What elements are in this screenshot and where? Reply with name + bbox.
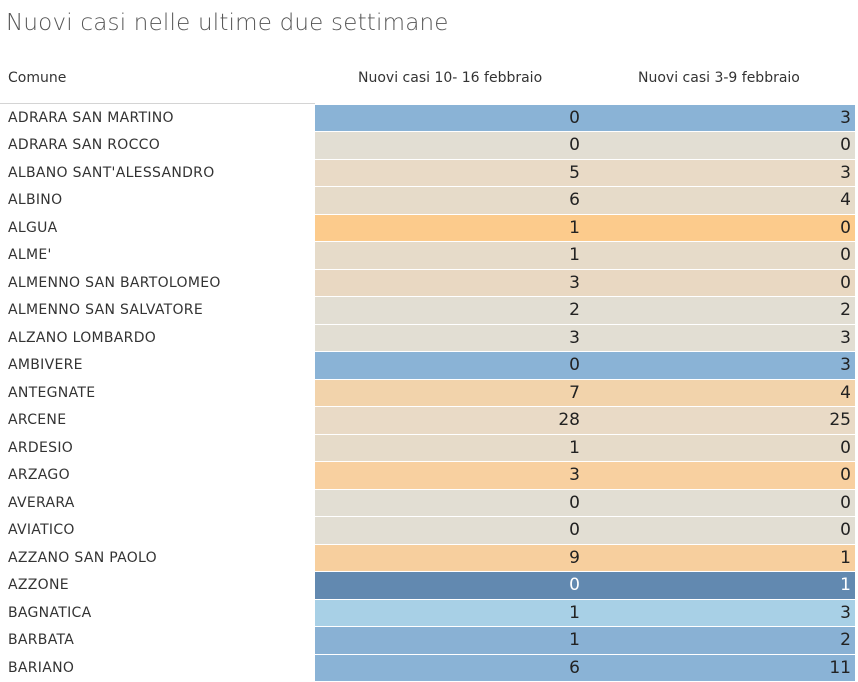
comune-name: ADRARA SAN ROCCO: [8, 132, 160, 160]
column-header-comune[interactable]: Comune: [8, 70, 66, 86]
cases-week-3-9: 2: [600, 297, 851, 325]
cases-week-10-16: 0: [315, 572, 580, 600]
cases-week-3-9: 0: [600, 242, 851, 270]
cases-week-3-9: 1: [600, 545, 851, 573]
comune-name: ALME': [8, 242, 52, 270]
cases-week-10-16: 1: [315, 242, 580, 270]
cases-week-10-16: 0: [315, 490, 580, 518]
comune-name: ALZANO LOMBARDO: [8, 325, 156, 353]
comune-name: ARDESIO: [8, 435, 73, 463]
cases-week-3-9: 0: [600, 215, 851, 243]
cases-week-3-9: 4: [600, 187, 851, 215]
comune-name: BARBATA: [8, 627, 74, 655]
comune-name: BAGNATICA: [8, 600, 91, 628]
table-row[interactable]: ARCENE 28 25: [0, 407, 858, 435]
cases-week-10-16: 1: [315, 627, 580, 655]
cases-week-3-9: 0: [600, 490, 851, 518]
cases-week-10-16: 2: [315, 297, 580, 325]
cases-week-3-9: 0: [600, 435, 851, 463]
cases-week-3-9: 3: [600, 600, 851, 628]
cases-week-10-16: 1: [315, 215, 580, 243]
cases-week-10-16: 0: [315, 132, 580, 160]
cases-week-10-16: 6: [315, 187, 580, 215]
cases-week-3-9: 3: [600, 352, 851, 380]
page-title: Nuovi casi nelle ultime due settimane: [6, 10, 449, 36]
comune-name: AZZANO SAN PAOLO: [8, 545, 157, 573]
cases-week-10-16: 28: [315, 407, 580, 435]
cases-week-3-9: 1: [600, 572, 851, 600]
cases-week-10-16: 0: [315, 352, 580, 380]
cases-week-10-16: 5: [315, 160, 580, 188]
cases-week-3-9: 3: [600, 105, 851, 133]
cases-week-3-9: 3: [600, 325, 851, 353]
cases-week-10-16: 0: [315, 517, 580, 545]
cases-week-10-16: 3: [315, 462, 580, 490]
column-header-week-3-9[interactable]: Nuovi casi 3-9 febbraio: [638, 70, 800, 86]
comune-name: ALMENNO SAN SALVATORE: [8, 297, 203, 325]
cases-week-10-16: 3: [315, 270, 580, 298]
cases-week-3-9: 0: [600, 270, 851, 298]
cases-week-3-9: 2: [600, 627, 851, 655]
cases-week-3-9: 3: [600, 160, 851, 188]
cases-week-3-9: 0: [600, 462, 851, 490]
cases-week-10-16: 9: [315, 545, 580, 573]
comune-name: ARZAGO: [8, 462, 70, 490]
comune-name: ALGUA: [8, 215, 58, 243]
comune-name: ARCENE: [8, 407, 66, 435]
comune-name: AVIATICO: [8, 517, 75, 545]
cases-week-3-9: 0: [600, 132, 851, 160]
cases-week-10-16: 3: [315, 325, 580, 353]
comune-name: ADRARA SAN MARTINO: [8, 105, 174, 133]
cases-week-10-16: 1: [315, 435, 580, 463]
comune-name: ALBINO: [8, 187, 62, 215]
comune-name: AVERARA: [8, 490, 75, 518]
column-header-week-10-16[interactable]: Nuovi casi 10- 16 febbraio: [358, 70, 542, 86]
cases-week-10-16: 0: [315, 105, 580, 133]
comune-name: ALBANO SANT'ALESSANDRO: [8, 160, 215, 188]
comune-name: ALMENNO SAN BARTOLOMEO: [8, 270, 221, 298]
cases-week-10-16: 7: [315, 380, 580, 408]
cases-week-3-9: 4: [600, 380, 851, 408]
cases-week-3-9: 25: [600, 407, 851, 435]
comune-name: AZZONE: [8, 572, 69, 600]
cases-week-3-9: 0: [600, 517, 851, 545]
comune-name: AMBIVERE: [8, 352, 83, 380]
cases-week-10-16: 1: [315, 600, 580, 628]
comune-name: ANTEGNATE: [8, 380, 95, 408]
